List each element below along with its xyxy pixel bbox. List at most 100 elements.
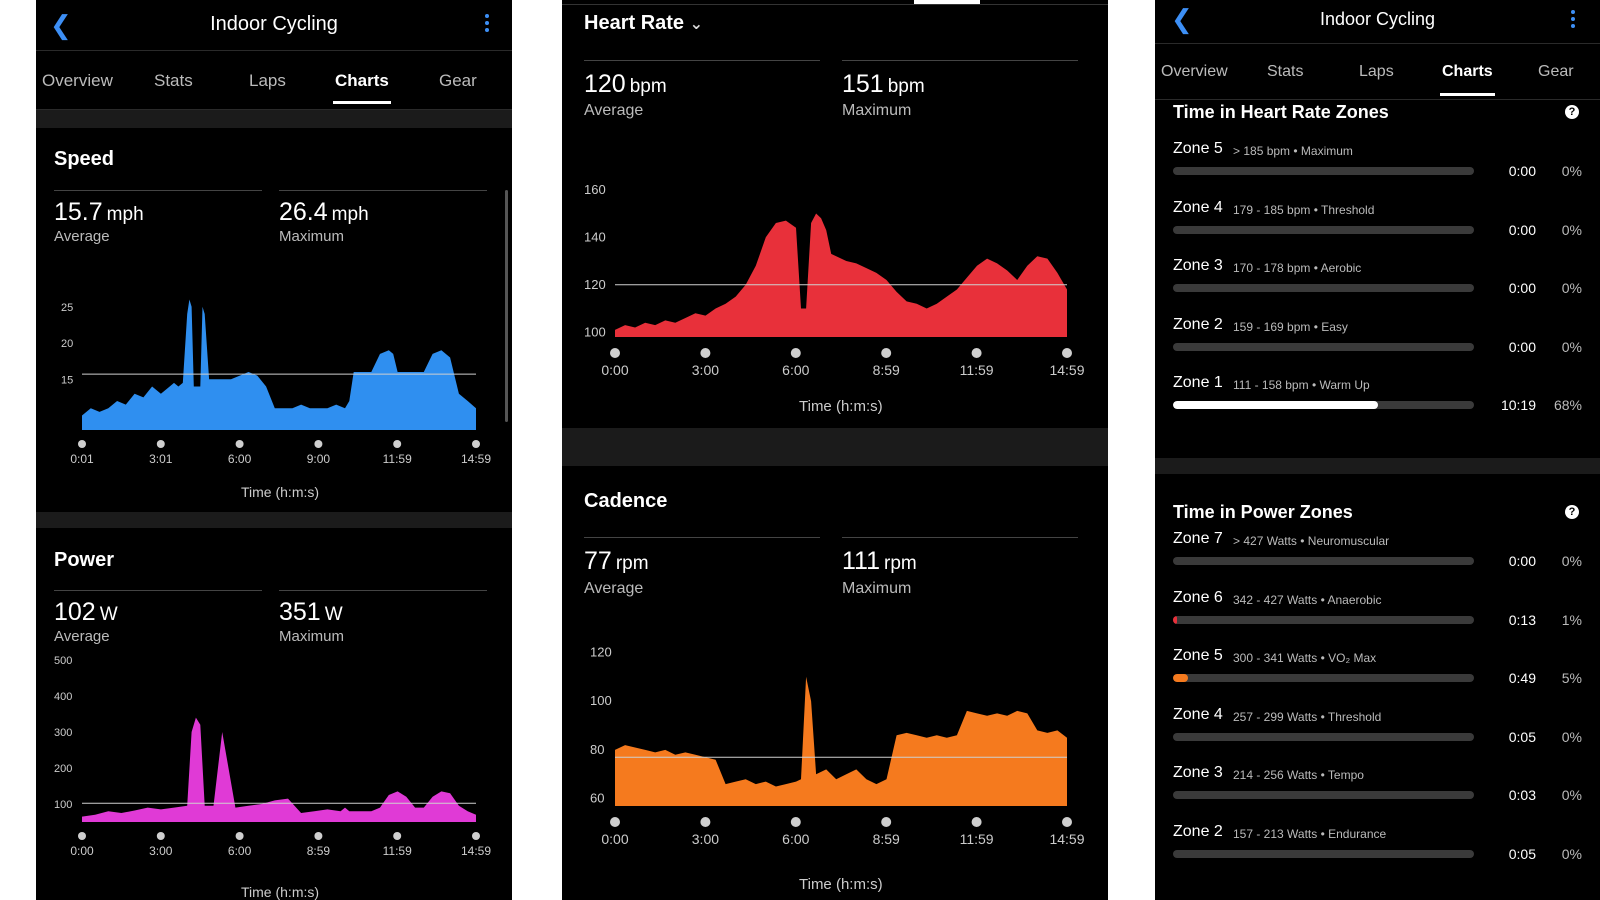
heart-rate-area-series: [615, 213, 1067, 337]
power-axis-title: Time (h:m:s): [241, 884, 320, 900]
tab-laps[interactable]: Laps: [249, 71, 286, 90]
zone-progress-bar: [1173, 674, 1474, 683]
cadence-x-tick-dot[interactable]: [1062, 817, 1072, 827]
cadence-x-tick-dot[interactable]: [610, 817, 620, 827]
cadence-title: Cadence: [584, 490, 668, 512]
heart-rate-y-tick-label: 140: [584, 229, 606, 244]
speed-average-label: Average: [54, 228, 110, 245]
zone-time: 0:49: [1508, 670, 1536, 687]
speed-x-tick-dot[interactable]: [156, 440, 165, 448]
power-maximum-label: Maximum: [279, 628, 345, 645]
zone-progress-bar: [1173, 284, 1474, 293]
speed-y-tick-label: 20: [61, 338, 73, 350]
zone-percent: 0%: [1561, 338, 1582, 355]
zone-progress-bar: [1173, 791, 1474, 800]
power-y-tick-label: 200: [54, 763, 72, 775]
tab-stats[interactable]: Stats: [154, 71, 193, 90]
zone-progress-bar: [1173, 401, 1474, 410]
zone-time: 0:05: [1508, 846, 1536, 862]
stat-divider: [279, 590, 487, 591]
screen-title: Indoor Cycling: [1319, 9, 1436, 29]
tab-bar: Overview Stats Laps Charts Gear: [1155, 44, 1600, 100]
power-area-series: [82, 717, 476, 822]
zone-name: Zone 5: [1173, 140, 1223, 157]
power-x-tick-label: 8:59: [307, 844, 331, 858]
power-x-tick-dot[interactable]: [314, 832, 323, 840]
heart-rate-x-tick-dot[interactable]: [610, 348, 620, 358]
tab-charts[interactable]: Charts: [1440, 63, 1495, 96]
heart-rate-x-tick-label: 14:59: [1049, 362, 1084, 378]
speed-maximum-value: 26.4 mph: [279, 198, 369, 226]
section-divider: [1155, 458, 1600, 474]
help-icon[interactable]: ?: [1565, 505, 1579, 519]
power-x-tick-dot[interactable]: [472, 832, 480, 840]
speed-x-tick-dot[interactable]: [314, 440, 323, 448]
zone-time: 10:19: [1500, 397, 1536, 414]
zone-range: 111 - 158 bpm • Warm Up: [1233, 378, 1370, 393]
cadence-x-tick-dot[interactable]: [881, 817, 892, 827]
power-y-tick-label: 400: [54, 691, 72, 703]
stat-divider: [584, 60, 820, 61]
cadence-x-tick-dot[interactable]: [790, 817, 801, 827]
speed-x-tick-dot[interactable]: [472, 440, 480, 448]
heart-rate-x-tick-label: 3:00: [692, 362, 719, 378]
zone-percent: 0%: [1561, 163, 1582, 179]
tab-laps[interactable]: Laps: [1359, 63, 1394, 80]
help-icon[interactable]: ?: [1565, 105, 1579, 119]
zone-range: 157 - 213 Watts • Endurance: [1233, 827, 1387, 841]
back-chevron-icon[interactable]: ❮: [1171, 4, 1193, 34]
zone-range: 214 - 256 Watts • Tempo: [1233, 768, 1364, 783]
zone-percent: 0%: [1561, 280, 1582, 297]
speed-x-tick-dot[interactable]: [393, 440, 402, 448]
power-x-tick-label: 6:00: [228, 844, 252, 858]
speed-x-tick-dot[interactable]: [78, 440, 86, 448]
power-x-tick-dot[interactable]: [235, 832, 244, 840]
scrollbar[interactable]: [505, 190, 508, 422]
tab-overview[interactable]: Overview: [42, 71, 113, 90]
power-x-tick-dot[interactable]: [156, 832, 165, 840]
tab-overview[interactable]: Overview: [1161, 63, 1228, 80]
heart-rate-x-tick-dot[interactable]: [700, 348, 711, 358]
heart-rate-x-tick-dot[interactable]: [1062, 348, 1072, 358]
speed-x-tick-dot[interactable]: [235, 440, 244, 448]
zone-name: Zone 2: [1173, 823, 1223, 840]
tab-stats[interactable]: Stats: [1267, 63, 1304, 80]
cadence-x-tick-label: 3:00: [692, 831, 719, 847]
zone-progress-bar: [1173, 167, 1474, 175]
hr-average-value: 120 bpm: [584, 70, 667, 98]
chevron-down-icon: ⌄: [689, 16, 704, 33]
zone-range: > 185 bpm • Maximum: [1233, 144, 1353, 158]
heart-rate-x-tick-dot[interactable]: [881, 348, 892, 358]
hr-zones-title: Time in Heart Rate Zones: [1173, 102, 1389, 122]
zone-progress-bar: [1173, 850, 1474, 858]
tab-gear[interactable]: Gear: [439, 71, 477, 90]
top-bar: ❮ Indoor Cycling: [36, 0, 512, 51]
zone-progress-bar: [1173, 732, 1474, 741]
zone-range: 257 - 299 Watts • Threshold: [1233, 709, 1382, 724]
zone-time: 0:00: [1508, 280, 1536, 297]
power-y-tick-label: 100: [54, 799, 72, 811]
power-x-tick-dot[interactable]: [393, 832, 402, 840]
heart-rate-x-tick-dot[interactable]: [790, 348, 801, 358]
power-x-tick-label: 3:00: [149, 844, 173, 858]
zone-progress-bar: [1173, 342, 1474, 351]
heart-rate-x-tick-dot[interactable]: [971, 348, 982, 358]
tab-gear[interactable]: Gear: [1538, 63, 1574, 80]
zone-percent: 68%: [1553, 397, 1582, 414]
zone-percent: 0%: [1561, 846, 1582, 862]
back-chevron-icon[interactable]: ❮: [50, 10, 72, 40]
zone-time: 0:00: [1508, 221, 1536, 238]
cadence-y-tick-label: 60: [590, 791, 604, 806]
more-options-icon[interactable]: [1570, 10, 1576, 31]
tab-charts[interactable]: Charts: [333, 71, 391, 104]
heart-rate-dropdown[interactable]: Heart Rate ⌄: [584, 12, 703, 35]
heart-rate-x-tick-label: 11:59: [960, 362, 994, 378]
cadence-x-tick-dot[interactable]: [971, 817, 982, 827]
cadence-x-tick-dot[interactable]: [700, 817, 711, 827]
zone-progress-bar: [1173, 615, 1474, 624]
heart-rate-chart: 100 120 140 160 0:00 3:00 6:00 8:59 11:59 14:59: [584, 182, 1085, 378]
zone-progress-bar: [1173, 557, 1474, 565]
hr-maximum-label: Maximum: [842, 102, 912, 119]
power-x-tick-dot[interactable]: [78, 832, 86, 840]
more-options-icon[interactable]: [484, 14, 490, 35]
